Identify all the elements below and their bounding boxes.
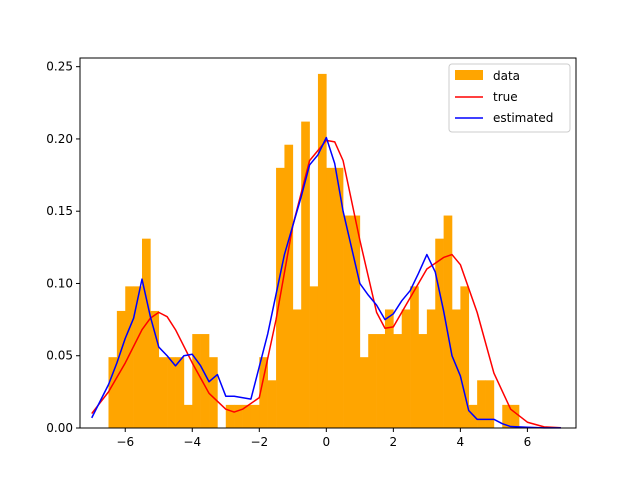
- legend-label-estimated: estimated: [493, 111, 553, 125]
- x-tick-label: −4: [183, 435, 201, 449]
- histogram-bar: [368, 334, 377, 428]
- histogram-bar: [410, 286, 419, 428]
- y-tick-label: 0.05: [46, 349, 73, 363]
- histogram-bar: [452, 309, 461, 428]
- histogram-bar: [393, 334, 403, 428]
- histogram-bar: [167, 357, 176, 428]
- histogram-bar: [292, 309, 302, 428]
- histogram-bar: [108, 357, 118, 428]
- plot-frame: [79, 57, 577, 429]
- legend-label-data: data: [493, 69, 520, 83]
- histogram-bar: [301, 121, 310, 428]
- histogram-bar: [158, 357, 168, 428]
- x-tick-label: −6: [116, 435, 134, 449]
- histogram-bar: [418, 334, 428, 428]
- y-tick-label: 0.10: [46, 276, 73, 290]
- series-lines: [91, 136, 561, 429]
- histogram-bar: [175, 357, 185, 428]
- x-axis-ticks: −6 −4 −2 0 2 4 6: [116, 428, 531, 449]
- histogram-bar: [401, 309, 411, 428]
- histogram-bar: [351, 215, 361, 428]
- histogram-bars: [108, 73, 520, 428]
- x-tick-label: −2: [250, 435, 268, 449]
- y-tick-label: 0.00: [46, 421, 73, 435]
- histogram-bar: [267, 380, 277, 428]
- histogram-bar: [343, 215, 352, 428]
- histogram-bar: [468, 404, 478, 428]
- histogram-bar: [384, 309, 394, 428]
- legend-label-true: true: [493, 90, 518, 104]
- histogram-bar: [225, 404, 235, 428]
- histogram-bar: [209, 357, 218, 428]
- legend-box: [448, 63, 571, 133]
- histogram-bar: [510, 404, 520, 428]
- y-tick-label: 0.15: [46, 204, 73, 218]
- histogram-bar: [502, 404, 511, 428]
- x-tick-label: 6: [524, 435, 532, 449]
- histogram-bar: [376, 334, 386, 428]
- histogram-bar: [317, 73, 327, 428]
- histogram-bar: [443, 215, 453, 428]
- histogram-bar: [485, 380, 495, 428]
- histogram-bar: [284, 144, 294, 428]
- histogram-bar: [259, 357, 268, 428]
- x-tick-label: 2: [390, 435, 398, 449]
- histogram-bar: [200, 334, 210, 428]
- histogram-bar: [183, 404, 193, 428]
- histogram-bar: [359, 357, 369, 428]
- histogram-bar: [192, 334, 201, 428]
- histogram-bar: [234, 404, 243, 428]
- y-tick-label: 0.20: [46, 132, 73, 146]
- series-line-true: [91, 139, 561, 429]
- histogram-bar: [125, 286, 134, 428]
- histogram-bar: [460, 286, 470, 428]
- histogram-bar: [242, 404, 252, 428]
- histogram-bar: [334, 167, 344, 428]
- y-axis-ticks: 0.00 0.05 0.10 0.15 0.20 0.25: [46, 60, 80, 435]
- histogram-bar: [142, 238, 151, 428]
- series-line-estimated: [91, 136, 561, 429]
- x-tick-label: 4: [457, 435, 465, 449]
- histogram-bar: [309, 286, 319, 428]
- legend-swatch-data: [455, 70, 483, 80]
- histogram-bar: [426, 309, 436, 428]
- histogram-bar: [250, 404, 260, 428]
- histogram-bar: [150, 310, 160, 428]
- y-tick-label: 0.25: [46, 60, 73, 74]
- histogram-bar: [477, 380, 486, 428]
- histogram-bar: [435, 238, 444, 428]
- x-tick-label: 0: [323, 435, 331, 449]
- histogram-bar: [133, 286, 143, 428]
- legend: data true estimated: [448, 63, 571, 133]
- histogram-bar: [326, 167, 336, 428]
